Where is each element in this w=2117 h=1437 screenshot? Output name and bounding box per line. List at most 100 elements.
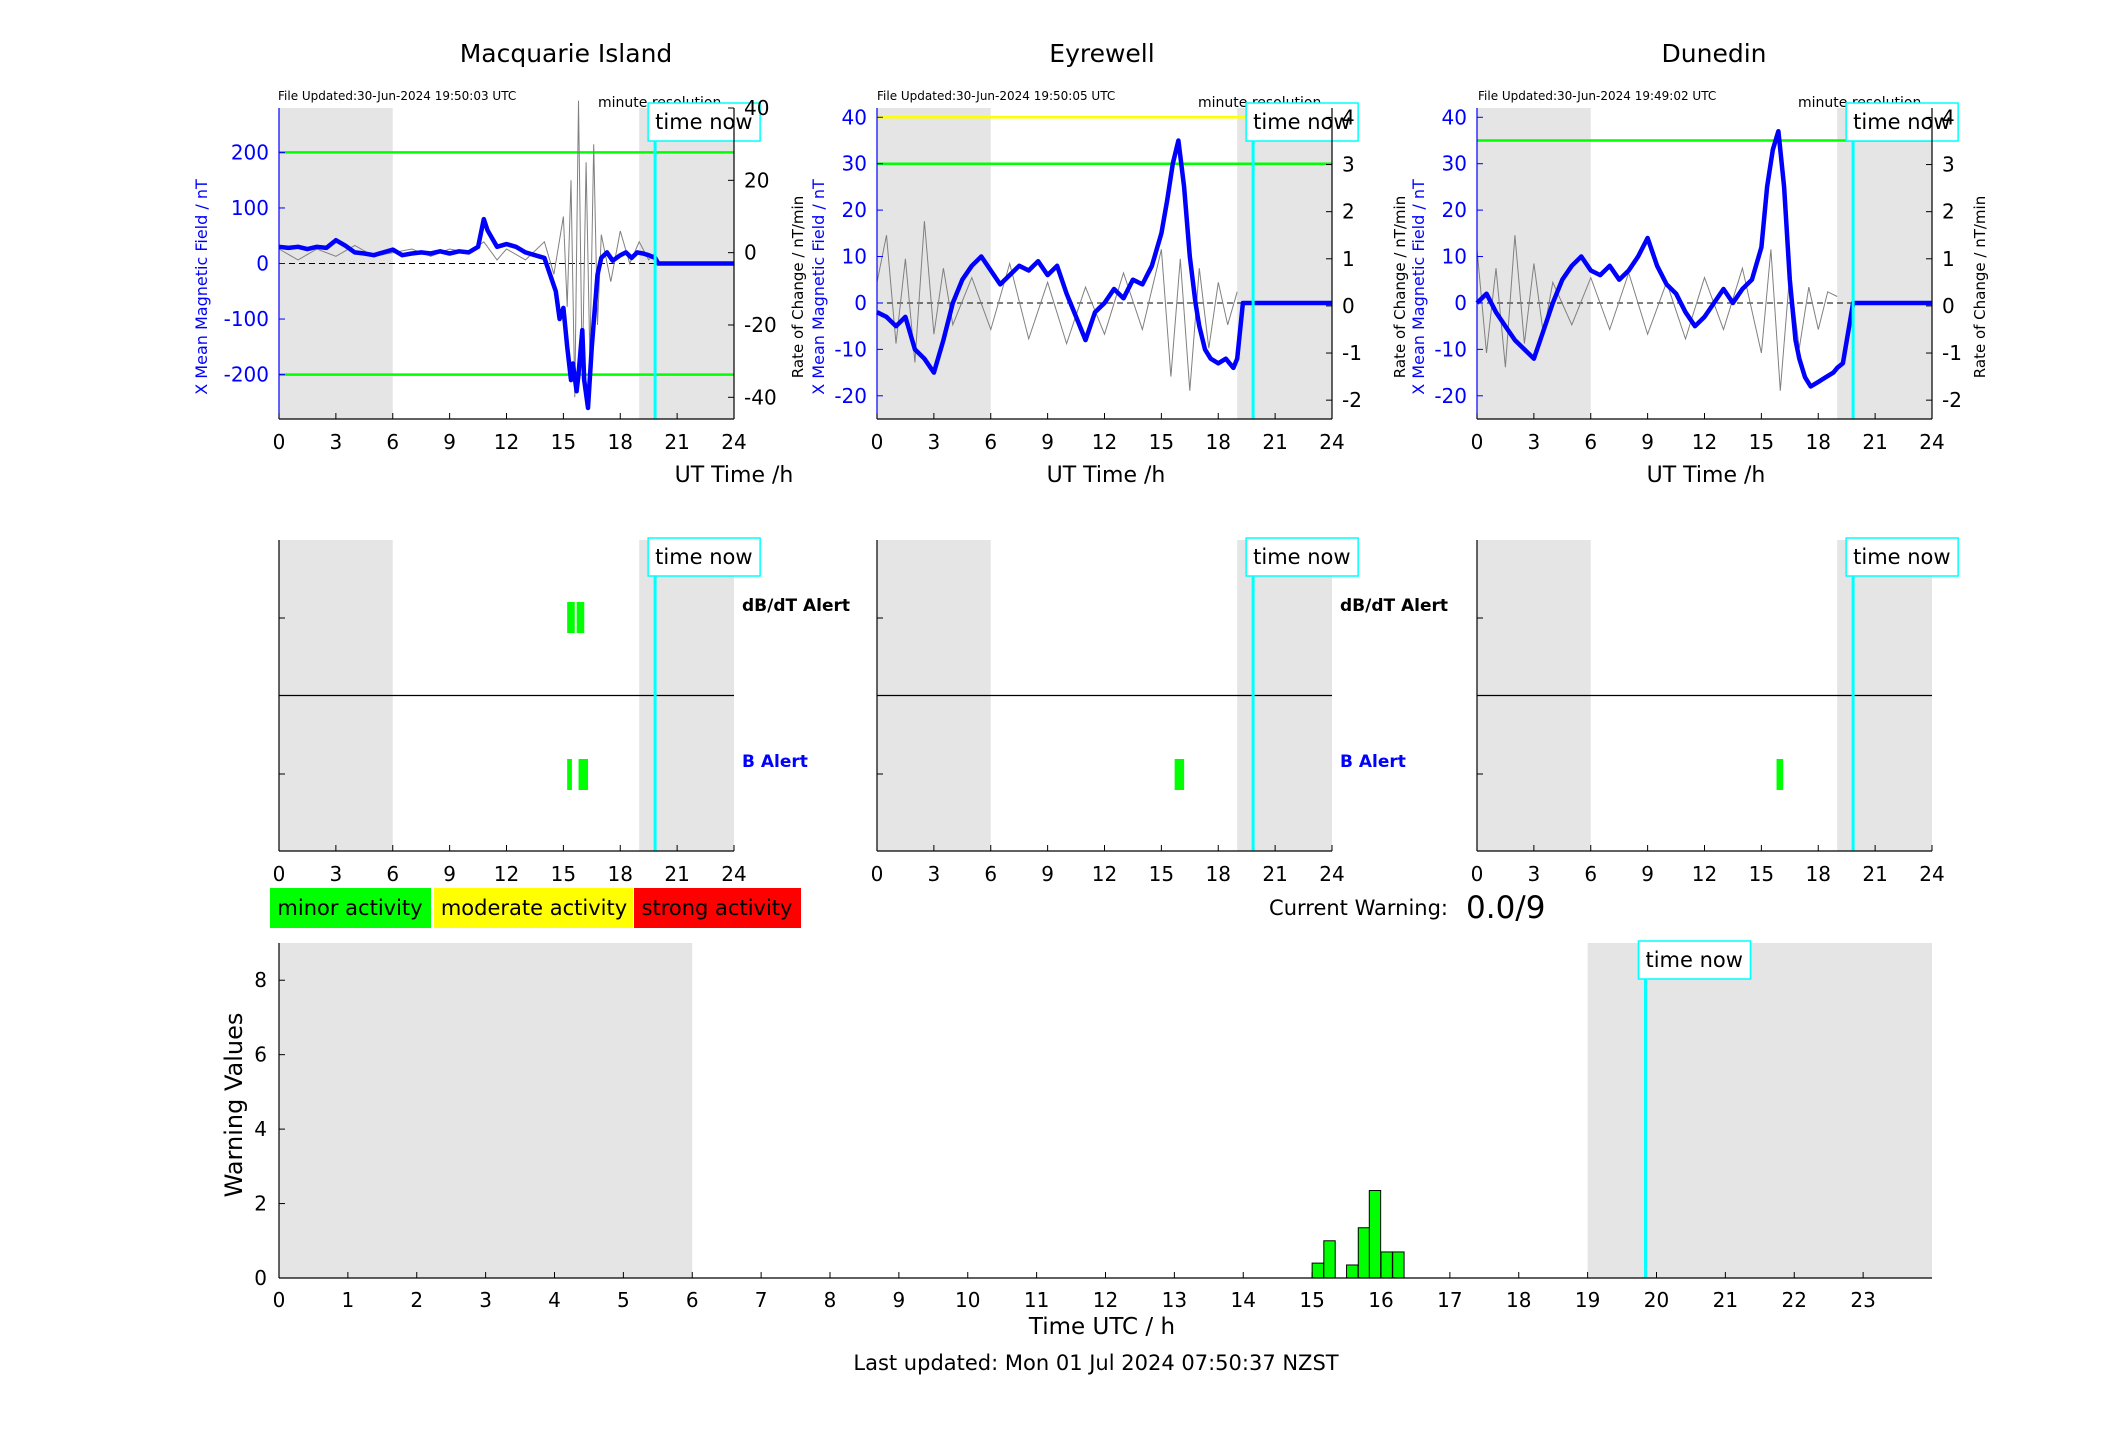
x-tick-label: 2 xyxy=(410,1288,423,1312)
right-tick-label: 3 xyxy=(1942,153,1955,177)
y-tick-label: 2 xyxy=(254,1192,267,1216)
activity-legend: minor activity moderate activity strong … xyxy=(270,888,801,928)
file-updated-text: File Updated:30-Jun-2024 19:50:03 UTC xyxy=(278,89,516,103)
x-tick-label: 15 xyxy=(1149,862,1174,886)
left-tick-label: 100 xyxy=(231,196,269,220)
x-tick-label: 19 xyxy=(1575,1288,1600,1312)
night-shade-region xyxy=(1837,108,1932,419)
left-tick-label: -10 xyxy=(1434,337,1467,361)
x-tick-label: 12 xyxy=(1092,430,1117,454)
x-tick-label: 0 xyxy=(273,1288,286,1312)
dunedin-alert-panel: time now 0 3 6 9 12 15 18 21 24 xyxy=(1471,537,1959,886)
x-tick-label: 6 xyxy=(984,862,997,886)
x-tick-label: 3 xyxy=(330,862,343,886)
x-tick-label: 21 xyxy=(1262,430,1287,454)
night-shade-region xyxy=(1587,943,1932,1278)
right-tick-label: -2 xyxy=(1942,388,1962,412)
x-tick-label: 23 xyxy=(1850,1288,1875,1312)
x-tick-label: 15 xyxy=(551,862,576,886)
x-tick-label: 6 xyxy=(1584,430,1597,454)
right-tick-label: -20 xyxy=(744,313,777,337)
x-tick-label: 21 xyxy=(664,430,689,454)
x-axis-label: UT Time /h xyxy=(1047,463,1166,488)
time-now-label: time now xyxy=(655,110,752,134)
last-updated-text: Last updated: Mon 01 Jul 2024 07:50:37 N… xyxy=(853,1351,1338,1375)
right-axis-label: Rate of Change / nT/min xyxy=(1391,196,1409,378)
right-tick-label: 1 xyxy=(1942,247,1955,271)
warning-value-bar xyxy=(1357,1227,1371,1279)
x-tick-label: 6 xyxy=(386,430,399,454)
x-tick-label: 3 xyxy=(928,430,941,454)
b-alert-block xyxy=(567,759,572,790)
b-alert-block xyxy=(1776,759,1784,790)
file-updated-text: File Updated:30-Jun-2024 19:49:02 UTC xyxy=(1478,89,1716,103)
x-tick-label: 0 xyxy=(1471,430,1484,454)
x-tick-label: 21 xyxy=(1862,430,1887,454)
station-title: Macquarie Island xyxy=(460,39,673,68)
time-now-label: time now xyxy=(1853,110,1950,134)
x-tick-label: 24 xyxy=(1319,430,1344,454)
warning-y-axis-label: Warning Values xyxy=(220,1013,248,1198)
x-tick-label: 0 xyxy=(273,862,286,886)
x-tick-label: 9 xyxy=(1041,862,1054,886)
y-tick-label: 8 xyxy=(254,968,267,992)
x-tick-label: 24 xyxy=(721,430,746,454)
dbdt-alert-block xyxy=(567,602,575,633)
right-tick-label: 20 xyxy=(744,168,769,192)
x-tick-label: 12 xyxy=(1692,430,1717,454)
time-now-box xyxy=(1845,537,1959,577)
x-tick-label: 18 xyxy=(1206,430,1231,454)
right-tick-label: 40 xyxy=(744,96,769,120)
time-now-label: time now xyxy=(1253,110,1350,134)
magnetic-field-line xyxy=(1475,128,1932,389)
right-tick-label: 4 xyxy=(1942,105,1955,129)
x-tick-label: 7 xyxy=(755,1288,768,1312)
x-tick-label: 18 xyxy=(1506,1288,1531,1312)
x-tick-label: 21 xyxy=(664,862,689,886)
warning-value-bar xyxy=(1346,1264,1359,1279)
x-tick-label: 6 xyxy=(686,1288,699,1312)
x-tick-label: 12 xyxy=(1092,862,1117,886)
x-tick-label: 15 xyxy=(1749,430,1774,454)
right-tick-label: -2 xyxy=(1342,388,1362,412)
right-axis-label: Rate of Change / nT/min xyxy=(1971,196,1989,378)
warning-value-bar xyxy=(1311,1262,1324,1279)
eyrewell-alert-panel: dB/dT Alert B Alert time now 0 3 6 9 12 15 18 21… xyxy=(871,537,1448,886)
x-tick-label: 9 xyxy=(443,862,456,886)
right-tick-label: 2 xyxy=(1342,200,1355,224)
time-now-box xyxy=(1245,537,1359,577)
x-tick-label: 15 xyxy=(551,430,576,454)
time-now-label: time now xyxy=(1253,545,1350,569)
left-axis-label: X Mean Magnetic Field / nT xyxy=(1409,179,1428,395)
x-tick-label: 6 xyxy=(386,862,399,886)
y-tick-label: 0 xyxy=(254,1266,267,1290)
right-tick-label: 3 xyxy=(1342,153,1355,177)
x-axis-label: UT Time /h xyxy=(1647,463,1766,488)
x-tick-label: 18 xyxy=(1806,430,1831,454)
x-tick-label: 18 xyxy=(1206,862,1231,886)
x-tick-label: 24 xyxy=(1919,862,1944,886)
minor-activity-label: minor activity xyxy=(277,896,422,920)
station-title: Eyrewell xyxy=(1049,39,1154,68)
x-tick-label: 16 xyxy=(1368,1288,1393,1312)
x-tick-label: 20 xyxy=(1644,1288,1669,1312)
x-tick-label: 6 xyxy=(1584,862,1597,886)
x-tick-label: 21 xyxy=(1713,1288,1738,1312)
b-alert-label: B Alert xyxy=(742,752,808,772)
dbdt-alert-label: dB/dT Alert xyxy=(1340,596,1448,616)
left-tick-label: -20 xyxy=(1434,384,1467,408)
current-warning-label: Current Warning: xyxy=(1269,896,1448,920)
x-tick-label: 18 xyxy=(608,862,633,886)
left-axis-label: X Mean Magnetic Field / nT xyxy=(809,179,828,395)
magnetic-field-line xyxy=(876,138,1332,375)
x-tick-label: 24 xyxy=(721,862,746,886)
x-tick-label: 3 xyxy=(330,430,343,454)
macquarie-alert-panel: dB/dT Alert B Alert time now 0 3 6 9 12 15 18 21… xyxy=(273,537,850,886)
right-tick-label: -1 xyxy=(1342,341,1362,365)
night-shade-region xyxy=(279,943,693,1278)
x-tick-label: 0 xyxy=(871,862,884,886)
x-tick-label: 3 xyxy=(928,862,941,886)
b-alert-label: B Alert xyxy=(1340,752,1406,772)
x-tick-label: 17 xyxy=(1437,1288,1462,1312)
